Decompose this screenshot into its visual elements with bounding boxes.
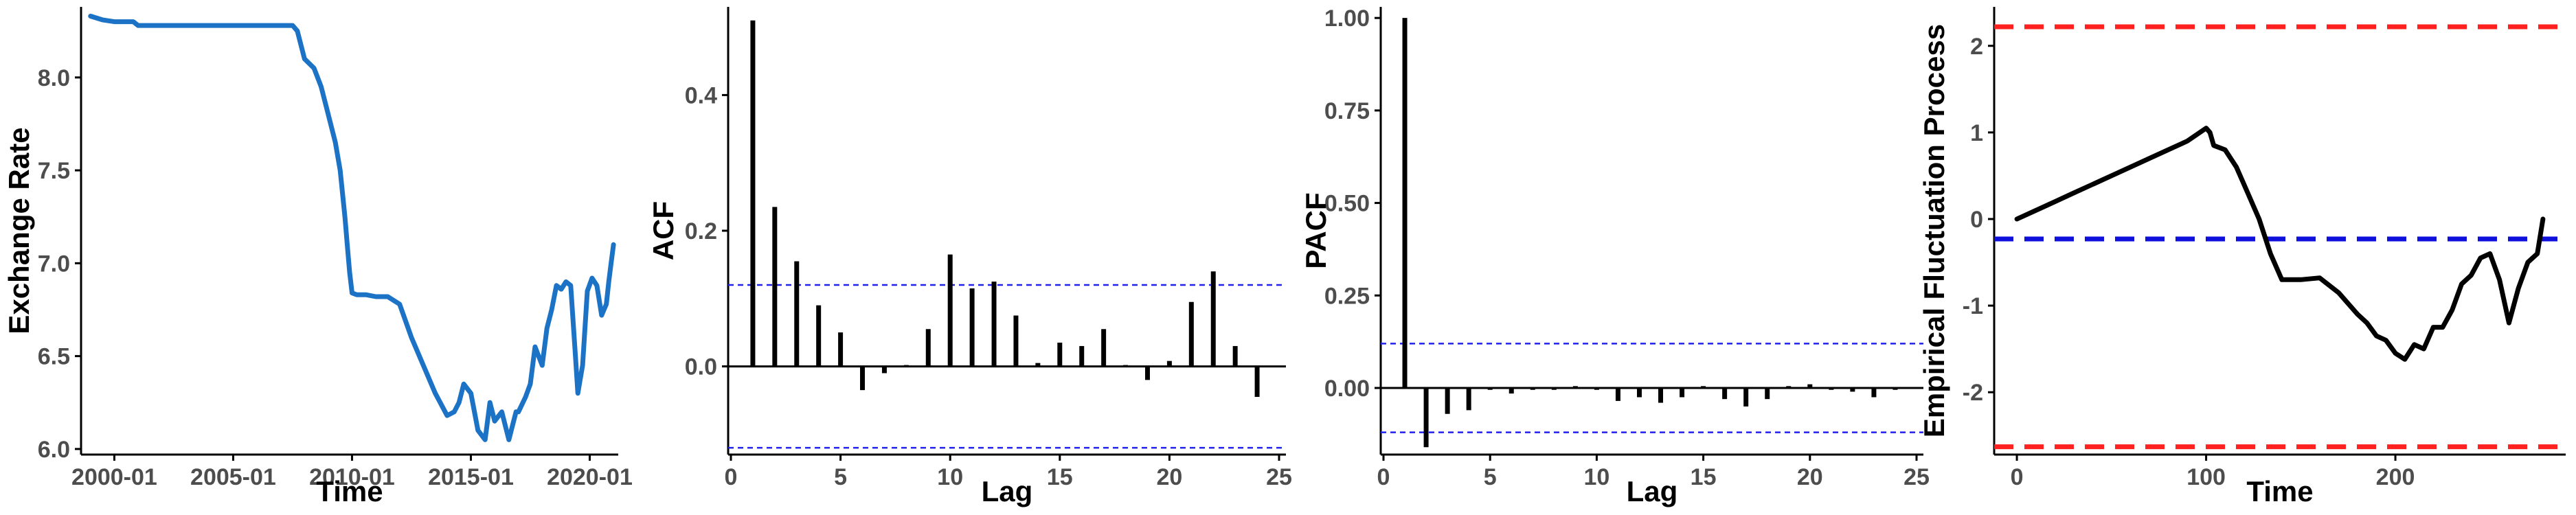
x-tick-label: 5 <box>1484 464 1497 490</box>
x-axis-title: Time <box>2246 475 2313 507</box>
y-tick-label: -1 <box>1963 293 1983 319</box>
y-tick-label: 0.75 <box>1324 98 1370 124</box>
y-tick-label: 8.0 <box>38 65 70 91</box>
x-axis-title: Lag <box>1627 475 1678 507</box>
x-tick-label: 15 <box>1047 464 1073 490</box>
x-tick-label: 15 <box>1691 464 1717 490</box>
x-tick-label: 0 <box>725 464 738 490</box>
y-tick-label: 1 <box>1970 120 1983 146</box>
x-tick-label: 100 <box>2187 464 2226 490</box>
y-tick-label: 1.00 <box>1324 5 1370 32</box>
y-tick-label: 6.0 <box>38 437 70 463</box>
x-tick-label: 10 <box>1583 464 1609 490</box>
y-tick-label: 0 <box>1970 207 1983 233</box>
x-tick-label: 2010-01 <box>309 464 395 490</box>
x-tick-label: 0 <box>2011 464 2024 490</box>
x-tick-label: 2000-01 <box>71 464 157 490</box>
pacf-panel: 0.00 0.25 0.50 0.75 1.00 0 5 10 15 20 25 Lag PACF <box>1300 5 1930 507</box>
exchange-rate-line <box>88 14 616 442</box>
exchange-rate-panel: 6.0 6.5 7.0 7.5 8.0 2000-01 2005-01 2010-01 2015… <box>3 7 633 507</box>
y-tick-label: 0.2 <box>685 218 717 244</box>
y-tick-label: -2 <box>1963 380 1983 406</box>
y-tick-label: 7.0 <box>38 251 70 277</box>
y-tick-label: 0.4 <box>685 82 717 108</box>
y-tick-label: 0.0 <box>685 354 717 380</box>
y-tick-label: 0.50 <box>1324 191 1370 217</box>
y-axis-title: PACF <box>1300 192 1332 268</box>
x-tick-label: 2020-01 <box>547 464 633 490</box>
x-axis-title: Time <box>316 475 383 507</box>
fluctuation-process-panel: -2 -1 0 1 2 0 100 200 Time Empirical Fluctuation … <box>1918 7 2566 507</box>
x-tick-label: 20 <box>1797 464 1823 490</box>
y-axis-title: ACF <box>647 201 679 260</box>
x-tick-label: 2015-01 <box>428 464 514 490</box>
x-tick-label: 5 <box>834 464 847 490</box>
x-tick-label: 2005-01 <box>190 464 276 490</box>
y-tick-label: 0.00 <box>1324 376 1370 402</box>
y-axis-title: Empirical Fluctuation Process <box>1918 24 1950 437</box>
x-tick-label: 10 <box>937 464 963 490</box>
y-tick-label: 0.25 <box>1324 283 1370 309</box>
x-tick-label: 25 <box>1266 464 1292 490</box>
y-axis-title: Exchange Rate <box>3 127 35 334</box>
x-tick-label: 20 <box>1156 464 1182 490</box>
y-tick-label: 2 <box>1970 34 1983 60</box>
fluctuation-process-line <box>2014 126 2546 362</box>
y-tick-label: 6.5 <box>38 344 70 370</box>
x-tick-label: 25 <box>1903 464 1930 490</box>
y-tick-label: 7.5 <box>38 158 70 184</box>
acf-panel: 0.0 0.2 0.4 0 5 10 15 20 25 Lag ACF <box>647 7 1292 507</box>
x-tick-label: 0 <box>1377 464 1390 490</box>
x-tick-label: 200 <box>2376 464 2415 490</box>
x-axis-title: Lag <box>982 475 1033 507</box>
